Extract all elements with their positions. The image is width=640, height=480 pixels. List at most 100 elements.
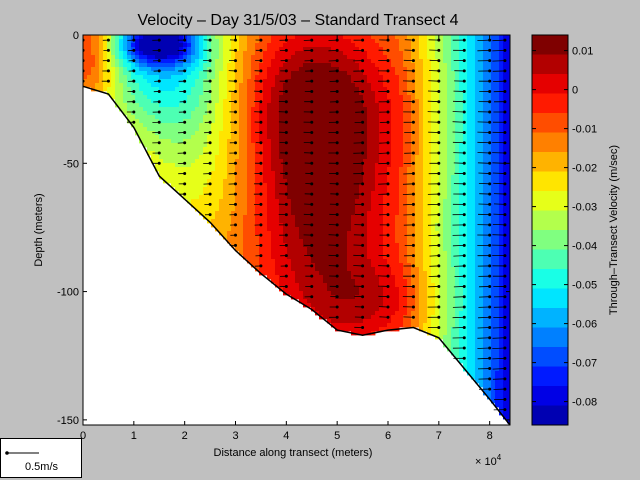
contour-cell: [451, 243, 456, 248]
contour-cell: [427, 235, 432, 240]
contour-cell: [247, 171, 252, 176]
contour-cell: [315, 251, 320, 256]
contour-cell: [255, 251, 260, 256]
contour-cell: [159, 155, 164, 160]
contour-cell: [251, 55, 256, 60]
contour-cell: [435, 119, 440, 124]
contour-cell: [503, 135, 508, 140]
contour-cell: [215, 155, 220, 160]
contour-cell: [119, 71, 124, 76]
contour-cell: [431, 55, 436, 60]
contour-cell: [415, 87, 420, 92]
contour-cell: [411, 187, 416, 192]
contour-cell: [291, 235, 296, 240]
contour-cell: [187, 123, 192, 128]
contour-cell: [451, 247, 456, 252]
contour-cell: [399, 51, 404, 56]
contour-cell: [451, 139, 456, 144]
contour-cell: [411, 67, 416, 72]
contour-cell: [487, 135, 492, 140]
contour-cell: [339, 227, 344, 232]
contour-cell: [239, 63, 244, 68]
contour-cell: [299, 87, 304, 92]
contour-cell: [215, 75, 220, 80]
contour-cell: [479, 131, 484, 136]
contour-cell: [483, 87, 488, 92]
contour-cell: [275, 239, 280, 244]
contour-cell: [283, 91, 288, 96]
contour-cell: [487, 51, 492, 56]
contour-cell: [243, 39, 248, 44]
contour-cell: [447, 95, 452, 100]
contour-cell: [347, 47, 352, 52]
contour-cell: [163, 139, 168, 144]
contour-cell: [291, 147, 296, 152]
contour-cell: [479, 163, 484, 168]
contour-cell: [315, 171, 320, 176]
contour-cell: [455, 119, 460, 124]
contour-cell: [439, 191, 444, 196]
contour-cell: [219, 199, 224, 204]
contour-cell: [287, 175, 292, 180]
contour-cell: [351, 151, 356, 156]
contour-cell: [391, 147, 396, 152]
contour-cell: [239, 191, 244, 196]
contour-cell: [451, 59, 456, 64]
contour-cell: [371, 75, 376, 80]
contour-cell: [383, 227, 388, 232]
contour-cell: [323, 67, 328, 72]
contour-cell: [351, 159, 356, 164]
contour-cell: [251, 207, 256, 212]
contour-cell: [383, 51, 388, 56]
contour-cell: [227, 115, 232, 120]
contour-cell: [291, 139, 296, 144]
contour-cell: [363, 215, 368, 220]
contour-cell: [447, 43, 452, 48]
contour-cell: [363, 139, 368, 144]
contour-cell: [239, 99, 244, 104]
contour-cell: [207, 143, 212, 148]
contour-cell: [215, 163, 220, 168]
contour-cell: [219, 111, 224, 116]
contour-cell: [491, 175, 496, 180]
contour-cell: [391, 75, 396, 80]
contour-cell: [211, 39, 216, 44]
contour-cell: [443, 239, 448, 244]
contour-cell: [451, 127, 456, 132]
contour-cell: [419, 167, 424, 172]
contour-cell: [503, 235, 508, 240]
contour-cell: [395, 63, 400, 68]
contour-cell: [395, 175, 400, 180]
contour-cell: [371, 183, 376, 188]
contour-cell: [471, 95, 476, 100]
contour-cell: [403, 215, 408, 220]
contour-cell: [267, 75, 272, 80]
contour-cell: [123, 87, 128, 92]
contour-cell: [299, 71, 304, 76]
contour-cell: [187, 75, 192, 80]
contour-cell: [455, 103, 460, 108]
contour-cell: [403, 131, 408, 136]
contour-cell: [171, 103, 176, 108]
contour-cell: [271, 163, 276, 168]
contour-cell: [415, 75, 420, 80]
contour-cell: [243, 195, 248, 200]
contour-cell: [491, 55, 496, 60]
contour-cell: [359, 247, 364, 252]
contour-cell: [203, 195, 208, 200]
contour-cell: [291, 171, 296, 176]
contour-cell: [195, 199, 200, 204]
contour-cell: [319, 55, 324, 60]
contour-cell: [455, 239, 460, 244]
contour-cell: [319, 151, 324, 156]
contour-cell: [303, 151, 308, 156]
contour-cell: [371, 247, 376, 252]
contour-cell: [171, 167, 176, 172]
contour-cell: [235, 187, 240, 192]
contour-cell: [403, 167, 408, 172]
contour-cell: [403, 87, 408, 92]
contour-cell: [443, 63, 448, 68]
contour-cell: [187, 195, 192, 200]
contour-cell: [459, 111, 464, 116]
contour-cell: [227, 135, 232, 140]
